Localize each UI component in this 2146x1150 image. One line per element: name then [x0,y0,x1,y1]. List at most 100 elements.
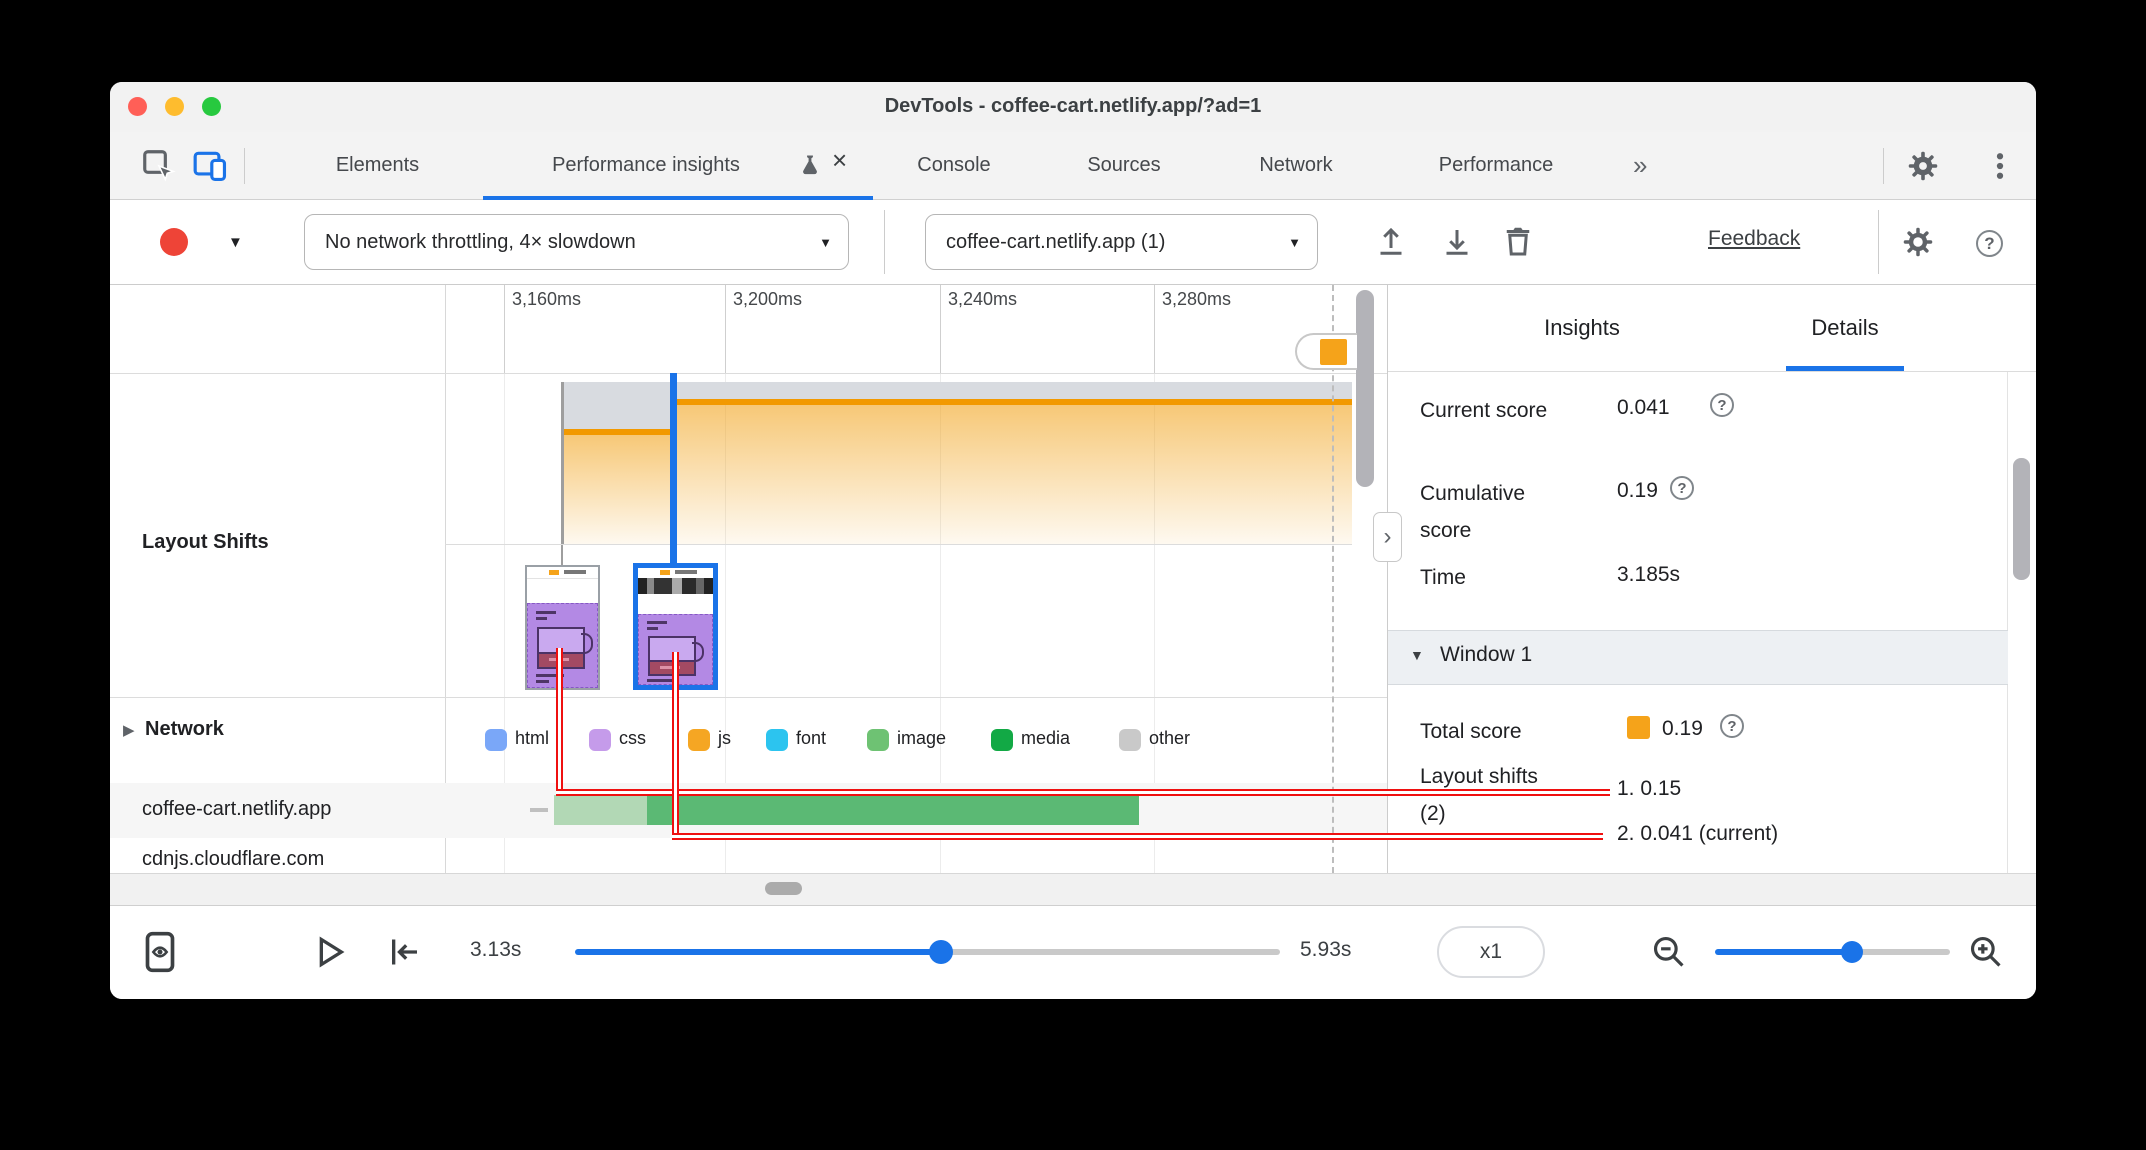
total-score-value: 0.19 [1662,717,1703,740]
page-value: coffee-cart.netlify.app (1) [946,230,1166,253]
devtools-window: DevTools - coffee-cart.netlify.app/?ad=1… [110,82,2036,999]
panel-scrollbar[interactable] [2013,458,2030,580]
toolbar-divider-2 [1878,210,1879,274]
skip-to-start-button[interactable] [382,932,422,972]
ruler-tick: 3,200ms [733,289,803,309]
gridline [1154,285,1155,873]
more-tabs-icon[interactable]: » [1633,150,1648,180]
zoom-slider-track[interactable] [1715,949,1950,955]
horizontal-scrollbar-thumb[interactable] [765,882,802,895]
minimize-window-button[interactable] [165,97,184,116]
help-icon[interactable]: ? [1976,230,2003,257]
window1-header-label: Window 1 [1440,643,1533,666]
insights-settings-gear-icon[interactable] [1899,223,1937,261]
layout-shift-event-1[interactable] [561,382,671,545]
range-start-time: 3.13s [470,938,522,961]
total-score-swatch [1627,716,1650,739]
annotation-line-shift2-horizontal [672,833,1603,840]
tab-elements[interactable]: Elements [335,154,420,176]
thumbnail-header [527,567,598,579]
trash-icon[interactable] [1500,224,1536,260]
network-section-top-border [110,697,1387,698]
zoom-slider-handle[interactable] [1841,941,1863,963]
active-tab-underline [483,196,873,200]
tab-performance-insights[interactable]: Performance insights [552,154,740,176]
throttle-select[interactable]: No network throttling, 4× slowdown ▼ [304,214,849,270]
window-title: DevTools - coffee-cart.netlify.app/?ad=1 [884,95,1262,117]
network-row-label[interactable]: Network [145,718,224,740]
tab-console[interactable]: Console [917,154,991,176]
help-icon[interactable]: ? [1710,393,1734,417]
gridline [940,285,941,873]
settings-gear-icon[interactable] [1905,148,1941,184]
legend-chip-js [688,729,710,751]
shift-item-2[interactable]: 2. 0.041 (current) [1617,822,1779,845]
tab-sources[interactable]: Sources [1087,154,1161,176]
tabbar-divider [244,148,245,184]
network-host-row[interactable]: cdnjs.cloudflare.com [142,848,325,870]
gridline [504,285,505,873]
current-score-value: 0.041 [1617,396,1670,419]
collapse-panel-button[interactable]: › [1373,512,1402,562]
time-range-slider-handle[interactable] [929,940,953,964]
feedback-link[interactable]: Feedback [1708,227,1801,250]
layout-shifts-count-label: Layout shifts (2) [1420,765,1538,825]
network-request-bar-light[interactable] [554,795,647,825]
kebab-menu-icon[interactable] [1982,148,2018,184]
tab-network[interactable]: Network [1259,154,1333,176]
tab-insights[interactable]: Insights [1544,315,1620,340]
record-dropdown-caret[interactable]: ▼ [228,234,243,251]
window1-section-header[interactable]: ▼ Window 1 [1388,630,2008,685]
legend-label: other [1149,728,1191,748]
screenshot-preview-icon[interactable] [140,930,180,974]
record-button[interactable] [160,228,188,256]
play-button[interactable] [308,932,348,972]
panel-divider [1387,285,1388,873]
upload-icon[interactable] [1373,224,1409,260]
help-icon[interactable]: ? [1670,476,1694,500]
shift-item-1[interactable]: 1. 0.15 [1617,777,1682,800]
zoom-window-button[interactable] [202,97,221,116]
ruler-tick: 3,160ms [512,289,582,309]
cls-marker-swatch [1320,339,1347,365]
playback-speed-button[interactable]: x1 [1437,926,1545,978]
download-icon[interactable] [1439,224,1475,260]
page-select[interactable]: coffee-cart.netlify.app (1) ▼ [925,214,1318,270]
dashed-marker-line [1332,285,1334,873]
devtools-tabbar [110,132,2036,200]
network-expand-triangle-icon[interactable]: ▶ [123,722,135,739]
legend-label: html [515,728,550,748]
network-request-bar[interactable] [647,795,1139,825]
close-tab-icon[interactable]: × [832,145,848,175]
chevron-down-icon: ▼ [819,234,832,250]
inspect-icon[interactable] [140,147,178,185]
timeline-scrollbar[interactable] [1356,290,1374,487]
ruler-tick: 3,280ms [1162,289,1232,309]
time-range-slider-track[interactable] [575,949,1280,955]
screenshot-1-stem [561,545,563,565]
chevron-down-icon: ▼ [1288,234,1301,250]
ruler-bottom-border [110,373,1387,374]
label-column-border [445,285,446,873]
tab-performance[interactable]: Performance [1438,154,1554,176]
triangle-down-icon: ▼ [1410,647,1424,663]
layout-shifts-row-label: Layout Shifts [142,531,269,553]
zoom-in-icon[interactable] [1967,933,2005,971]
close-window-button[interactable] [128,97,147,116]
cumulative-score-label: Cumulative score [1420,482,1526,542]
ruler-tick: 3,240ms [948,289,1018,309]
request-connector-dash [530,808,548,812]
help-icon[interactable]: ? [1720,714,1744,738]
device-toolbar-icon[interactable] [192,147,230,185]
zoom-out-icon[interactable] [1650,933,1688,971]
layout-shift-event-2[interactable] [671,382,1352,545]
annotation-line-shift1-vertical [556,648,563,796]
network-host-row[interactable]: coffee-cart.netlify.app [142,798,332,820]
cls-marker-pill[interactable] [1295,333,1357,370]
playhead-line[interactable] [670,373,677,564]
tab-details[interactable]: Details [1811,315,1879,340]
toolbar-divider [884,210,885,274]
current-score-label: Current score [1420,399,1548,422]
legend-label: js [718,728,731,748]
